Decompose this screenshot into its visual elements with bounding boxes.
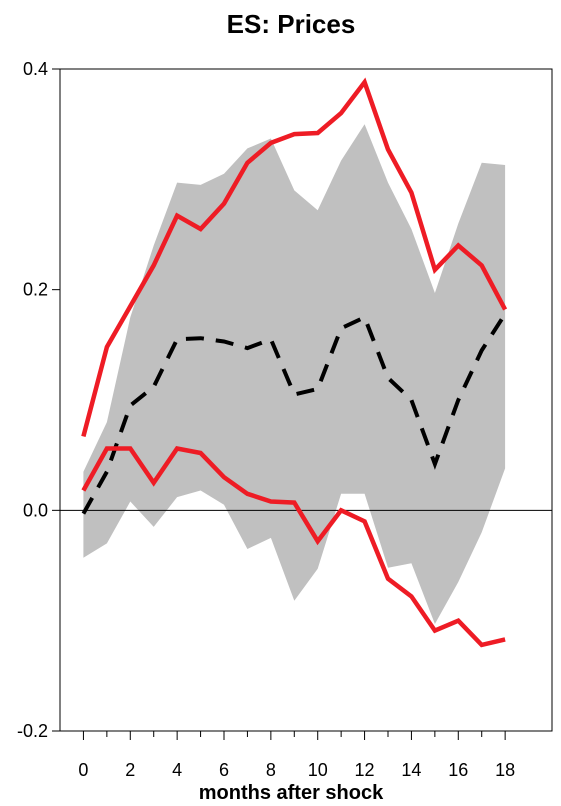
x-tick-label: 12 [355,760,375,780]
band-area [83,124,506,624]
series-line-2 [81,446,506,648]
x-tick-label: 16 [448,760,468,780]
y-tick-label: 0.0 [23,500,48,520]
x-tick-label: 4 [172,760,182,780]
plot-area [59,68,553,732]
confidence-band [83,124,506,624]
y-axis: -0.2 0.0 0.2 0.4 [17,59,60,741]
x-tick-label: 6 [219,760,229,780]
chart-title: ES: Prices [227,9,356,39]
x-tick-label: 0 [78,760,88,780]
x-tick-label: 10 [308,760,328,780]
series-layer [81,77,508,648]
series-line-0 [81,312,507,515]
y-tick-label: 0.2 [23,280,48,300]
y-tick-label: 0.4 [23,59,48,79]
series-line-1 [81,77,508,437]
x-axis: 0 2 4 6 8 10 12 14 16 18 [78,731,515,780]
x-axis-label: months after shock [199,782,384,804]
x-tick-label: 8 [266,760,276,780]
y-tick-label: -0.2 [17,721,48,741]
x-tick-label: 2 [125,760,135,780]
x-tick-label: 18 [495,760,515,780]
x-tick-label: 14 [401,760,421,780]
